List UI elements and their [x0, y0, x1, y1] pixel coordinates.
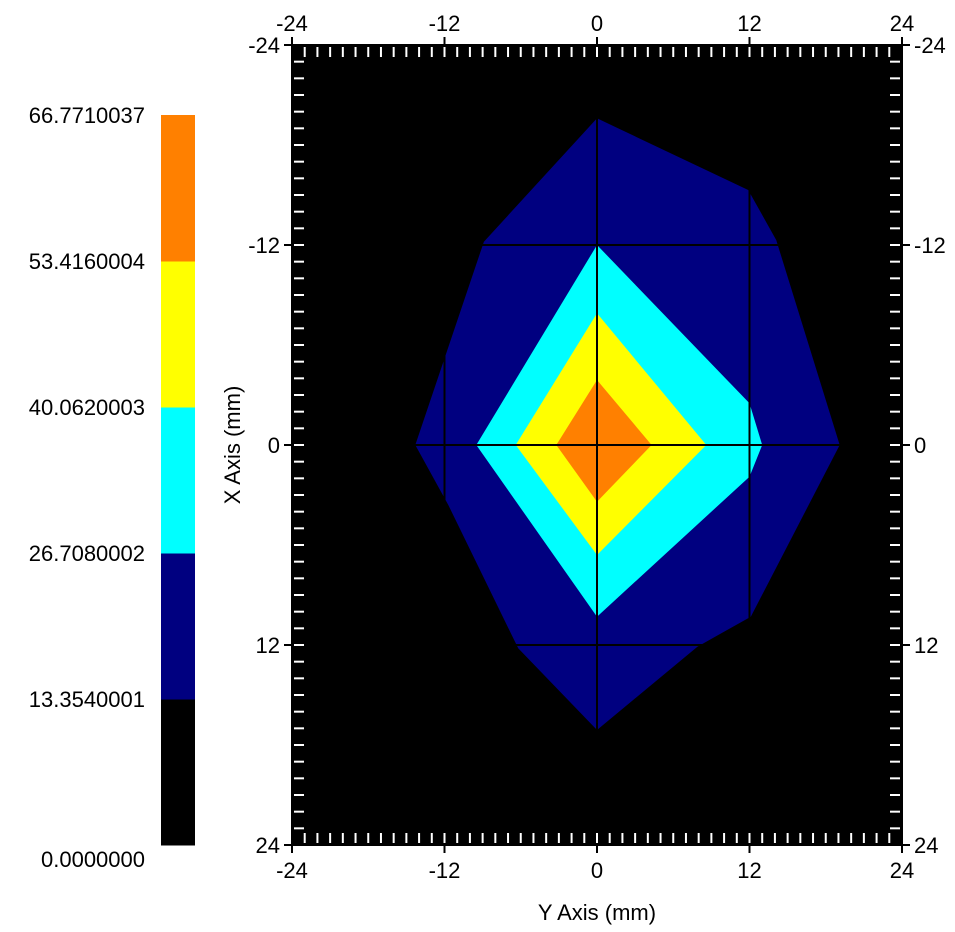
colorbar-labels: 0.0000000 13.3540001 26.7080002 40.0620003 5…: [29, 103, 145, 872]
colorbar-segment: [161, 553, 195, 700]
y-tick-label-right: -12: [914, 233, 946, 258]
colorbar-segment: [161, 115, 195, 262]
colorbar-label: 26.7080002: [29, 541, 145, 566]
y-tick-label-left: -12: [248, 233, 280, 258]
colorbar-label: 66.7710037: [29, 103, 145, 128]
x-tick-label-bottom: 0: [591, 858, 603, 883]
colorbar-label: 0.0000000: [41, 847, 145, 872]
x-tick-label-top: -12: [429, 11, 461, 36]
x-tick-label-top: 0: [591, 11, 603, 36]
colorbar: [161, 115, 195, 846]
y-tick-label-right: 0: [914, 433, 926, 458]
y-tick-label-right: 24: [914, 833, 938, 858]
colorbar-segment: [161, 261, 195, 408]
colorbar-segment: [161, 699, 195, 846]
colorbar-label: 53.4160004: [29, 249, 145, 274]
x-axis-title: Y Axis (mm): [538, 900, 656, 925]
y-tick-label-right: -24: [914, 33, 946, 58]
y-tick-label-left: 24: [256, 833, 280, 858]
x-tick-label-bottom: 12: [737, 858, 761, 883]
x-tick-label-top: 12: [737, 11, 761, 36]
x-tick-label-bottom: -24: [276, 858, 308, 883]
colorbar-segment: [161, 407, 195, 554]
x-tick-label-top: 24: [890, 11, 914, 36]
y-axis-title: X Axis (mm): [220, 386, 245, 505]
y-tick-label-left: -24: [248, 33, 280, 58]
colorbar-label: 13.3540001: [29, 687, 145, 712]
y-tick-label-left: 0: [268, 433, 280, 458]
y-tick-label-left: 12: [256, 633, 280, 658]
y-tick-label-right: 12: [914, 633, 938, 658]
x-tick-label-top: -24: [276, 11, 308, 36]
colorbar-label: 40.0620003: [29, 395, 145, 420]
x-tick-label-bottom: 24: [890, 858, 914, 883]
x-tick-label-bottom: -12: [429, 858, 461, 883]
